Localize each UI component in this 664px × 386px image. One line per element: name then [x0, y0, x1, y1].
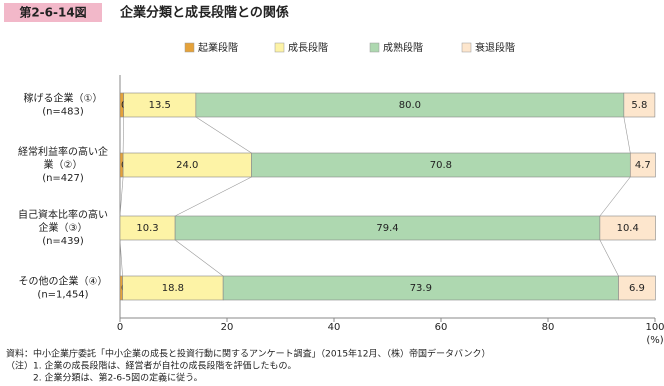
legend-swatch [461, 42, 472, 53]
legend-swatch [274, 42, 285, 53]
value-label: 80.0 [399, 100, 421, 111]
bar-segment [222, 275, 619, 301]
connector-line [174, 176, 252, 217]
y-tick-label: (n=483) [42, 107, 84, 118]
legend-label: 成熟段階 [383, 41, 423, 54]
connector-line [119, 176, 124, 217]
chart-title: 企業分類と成長段階との関係 [119, 5, 289, 21]
x-tick-label: 0 [117, 322, 123, 333]
connector-line [174, 239, 224, 277]
y-tick-label: 稼げる企業（①） [24, 92, 103, 105]
connector-line [623, 116, 631, 154]
x-tick-label: 80 [542, 322, 555, 333]
bar-segment [251, 152, 631, 178]
bar-segment [623, 92, 656, 118]
y-tick-label: 経常利益率の高い企 [18, 145, 108, 158]
value-label: 73.9 [410, 283, 432, 294]
bar-segment [122, 275, 224, 301]
bar-segment [174, 215, 601, 241]
y-tick-label: 企業（③） [39, 221, 88, 234]
x-tick-label: 20 [221, 322, 234, 333]
bar-segment [629, 152, 656, 178]
value-label: 13.5 [149, 100, 171, 111]
connector-line [122, 116, 124, 154]
y-tick-label: (n=439) [42, 236, 84, 247]
y-tick-label: 業（②） [44, 158, 83, 171]
y-tick-label: (n=1,454) [37, 290, 88, 301]
value-label: 10.3 [136, 223, 158, 234]
bar-segment [618, 275, 656, 301]
connector-line [599, 239, 619, 277]
y-tick-label: 自己資本比率の高い [18, 208, 108, 221]
y-tick-label: (n=427) [42, 173, 84, 184]
bar-segment [119, 215, 176, 241]
bar-segment [123, 92, 197, 118]
y-tick-label: その他の企業（④） [19, 275, 108, 288]
x-tick-label: 40 [328, 322, 341, 333]
bar-segment [122, 152, 252, 178]
bar-segment [195, 92, 625, 118]
legend-swatch [369, 42, 380, 53]
connector-line [599, 176, 631, 217]
figure-number: 第2-6-14図 [19, 5, 86, 20]
x-tick-label: 100 [645, 322, 664, 333]
x-tick-label: 60 [435, 322, 448, 333]
legend-label: 衰退段階 [475, 41, 515, 54]
connector-line [119, 239, 123, 277]
value-label: 70.8 [430, 160, 452, 171]
note: （注）1. 企業の成長段階は、経営者が自社の成長段階を評価したもの。 [6, 360, 296, 372]
value-label: 6.9 [629, 283, 645, 294]
value-label: 24.0 [176, 160, 198, 171]
legend-label: 起業段階 [198, 41, 238, 54]
x-unit: (%) [646, 335, 663, 346]
legend-label: 成長段階 [288, 41, 328, 54]
value-label: 79.4 [376, 223, 398, 234]
bar-segment [599, 215, 656, 241]
figure-number-box [4, 3, 102, 22]
note: 2. 企業分類は、第2-6-5図の定義に従う。 [33, 372, 203, 384]
legend-swatch [184, 42, 195, 53]
value-label: 5.8 [631, 100, 647, 111]
value-label: 10.4 [617, 223, 639, 234]
connector-line [195, 116, 252, 154]
value-label: 18.8 [162, 283, 184, 294]
value-label: 4.7 [635, 160, 651, 171]
note: 資料：中小企業庁委託「中小企業の成長と投資行動に関するアンケート調査」（2015… [6, 348, 490, 360]
